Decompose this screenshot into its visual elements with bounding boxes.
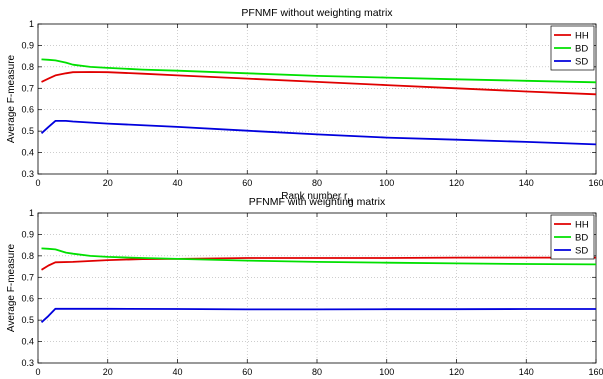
x-tick-label: 100 xyxy=(379,367,394,377)
y-tick-label: 0.9 xyxy=(21,229,34,239)
y-tick-label: 0.4 xyxy=(21,148,34,158)
x-tick-label: 0 xyxy=(35,367,40,377)
y-tick-label: 0.5 xyxy=(21,126,34,136)
y-tick-label: 1 xyxy=(29,19,34,29)
series-line-hh xyxy=(41,71,597,96)
chart-title: PFNMF with weighting matrix xyxy=(249,196,386,208)
y-tick-label: 0.3 xyxy=(21,358,34,368)
x-tick-label: 20 xyxy=(103,367,113,377)
series-line-bd xyxy=(41,58,597,84)
x-tick-label: 0 xyxy=(35,178,40,188)
y-tick-label: 0.9 xyxy=(21,40,34,50)
x-tick-label: 120 xyxy=(449,178,464,188)
y-tick-label: 0.4 xyxy=(21,337,34,347)
y-axis-label: Average F-measure xyxy=(6,243,17,332)
x-tick-label: 40 xyxy=(172,367,182,377)
y-axis-label: Average F-measure xyxy=(6,54,17,143)
y-tick-label: 0.7 xyxy=(21,83,34,93)
chart-panel-2: 0 20 40 60 80 100 120 140 160 0.3 0.4 0.5 0.6 0.7 0.8 0… xyxy=(6,196,603,377)
x-tick-label: 120 xyxy=(449,367,464,377)
y-tick-label: 0.5 xyxy=(21,315,34,325)
series-line-sd xyxy=(40,307,596,323)
y-tick-label: 0.7 xyxy=(21,272,34,282)
x-tick-label: 20 xyxy=(103,178,113,188)
legend-label-bd: BD xyxy=(575,233,588,244)
x-tick-label: 100 xyxy=(379,178,394,188)
x-tick-label: 60 xyxy=(242,178,252,188)
x-tick-label: 140 xyxy=(519,367,534,377)
chart-panel-1: 0 20 40 60 80 100 120 140 160 0.3 0.4 0.5 0.6 0.7 0.8 0… xyxy=(6,7,603,205)
legend-label-hh: HH xyxy=(575,31,589,42)
x-axis-label-subscript: H xyxy=(347,196,352,205)
series-line-sd xyxy=(40,120,597,146)
y-tick-label: 0.3 xyxy=(21,169,34,179)
legend-label-sd: SD xyxy=(575,57,588,68)
legend-label-bd: BD xyxy=(575,44,588,55)
x-tick-label: 60 xyxy=(242,367,252,377)
y-tick-label: 0.8 xyxy=(21,62,34,72)
y-tick-label: 0.6 xyxy=(21,105,34,115)
x-tick-label: 80 xyxy=(312,178,322,188)
x-tick-label: 140 xyxy=(519,178,534,188)
y-tick-label: 1 xyxy=(29,208,34,218)
y-tick-label: 0.6 xyxy=(21,294,34,304)
x-axis-label-main: Rank number r xyxy=(281,191,348,202)
x-tick-label: 40 xyxy=(172,178,182,188)
legend: HH BD SD xyxy=(550,214,595,260)
x-tick-label: 160 xyxy=(588,178,603,188)
y-tick-label: 0.8 xyxy=(21,251,34,261)
x-tick-label: 160 xyxy=(588,367,603,377)
series-line-bd xyxy=(41,247,597,266)
chart-title: PFNMF without weighting matrix xyxy=(241,7,393,19)
legend-label-hh: HH xyxy=(575,220,589,231)
legend-label-sd: SD xyxy=(575,246,588,257)
x-axis-label: Rank number rH xyxy=(281,191,353,205)
legend: HH BD SD xyxy=(550,25,595,71)
x-tick-label: 80 xyxy=(312,367,322,377)
